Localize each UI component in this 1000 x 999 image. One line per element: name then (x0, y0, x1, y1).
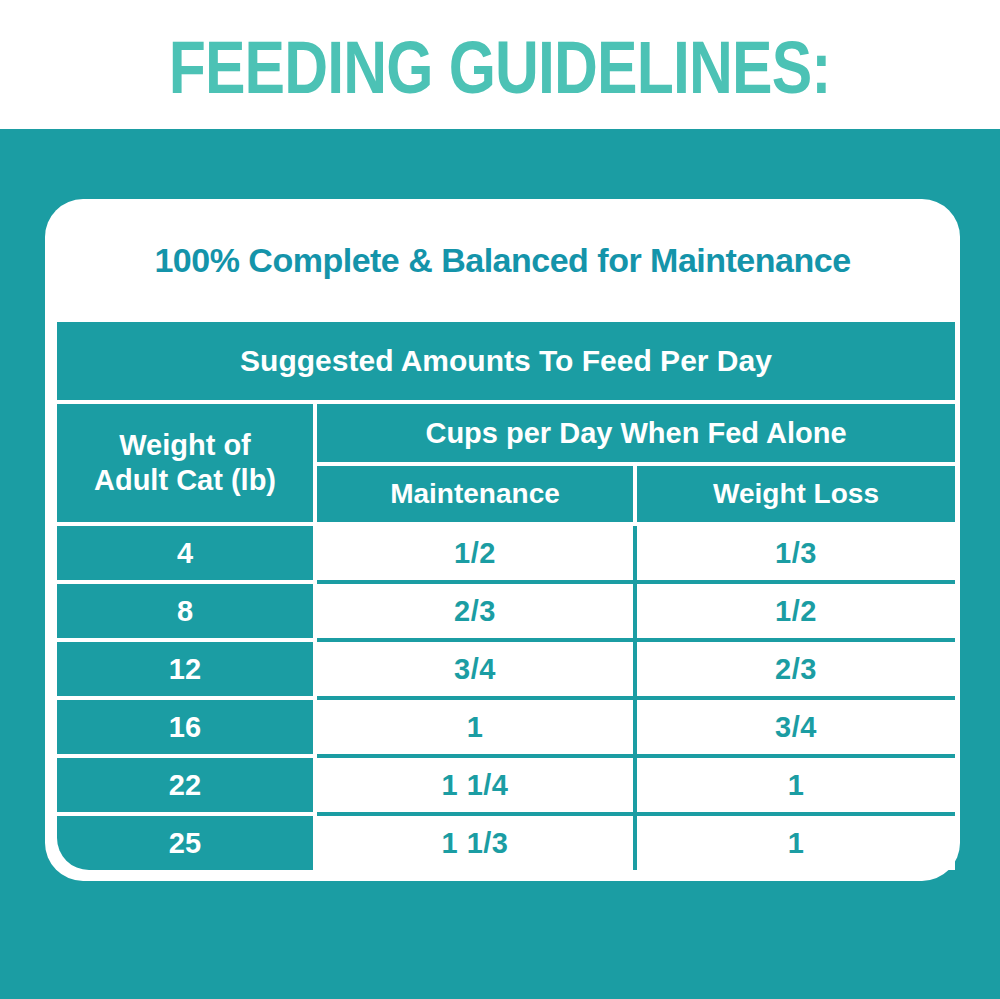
cups-header-group: Cups per Day When Fed Alone Maintenance … (317, 404, 955, 522)
weight-loss-column-header: Weight Loss (637, 466, 955, 522)
table-row: 16 1 3/4 (57, 700, 955, 758)
maintenance-cell: 3/4 (317, 642, 633, 700)
table-row: 22 1 1/4 1 (57, 758, 955, 816)
weight-cell: 8 (57, 584, 313, 642)
header-band: FEEDING GUIDELINES: (0, 0, 1000, 129)
table-row: 8 2/3 1/2 (57, 584, 955, 642)
weight-loss-cell: 1 (633, 758, 955, 816)
table-body: 4 1/2 1/3 8 2/3 1/2 12 3/4 (57, 526, 955, 870)
maintenance-column-header: Maintenance (317, 466, 633, 522)
weight-cell: 25 (57, 816, 313, 870)
weight-cell: 12 (57, 642, 313, 700)
maintenance-cell: 1 1/4 (317, 758, 633, 816)
weight-loss-cell: 1/3 (633, 526, 955, 584)
table-row: 12 3/4 2/3 (57, 642, 955, 700)
maintenance-cell: 1/2 (317, 526, 633, 584)
cups-group-header: Cups per Day When Fed Alone (317, 404, 955, 462)
maintenance-cell: 1 (317, 700, 633, 758)
weight-loss-cell: 1/2 (633, 584, 955, 642)
table-header-row: Weight of Adult Cat (lb) Cups per Day Wh… (57, 404, 955, 522)
page: FEEDING GUIDELINES: 100% Complete & Bala… (0, 0, 1000, 999)
feeding-table: Suggested Amounts To Feed Per Day Weight… (57, 322, 955, 870)
teal-background: 100% Complete & Balanced for Maintenance… (0, 129, 1000, 999)
table-row: 25 1 1/3 1 (57, 816, 955, 870)
weight-cell: 16 (57, 700, 313, 758)
sub-columns-row: Maintenance Weight Loss (317, 466, 955, 522)
weight-loss-cell: 1 (633, 816, 955, 870)
table-banner: Suggested Amounts To Feed Per Day (57, 322, 955, 400)
maintenance-cell: 2/3 (317, 584, 633, 642)
page-title: FEEDING GUIDELINES: (169, 25, 831, 105)
weight-column-header: Weight of Adult Cat (lb) (57, 404, 313, 522)
weight-loss-cell: 2/3 (633, 642, 955, 700)
guidelines-card: 100% Complete & Balanced for Maintenance… (45, 199, 960, 881)
weight-cell: 22 (57, 758, 313, 816)
table-row: 4 1/2 1/3 (57, 526, 955, 584)
card-title: 100% Complete & Balanced for Maintenance (51, 241, 954, 322)
weight-loss-cell: 3/4 (633, 700, 955, 758)
weight-cell: 4 (57, 526, 313, 584)
maintenance-cell: 1 1/3 (317, 816, 633, 870)
